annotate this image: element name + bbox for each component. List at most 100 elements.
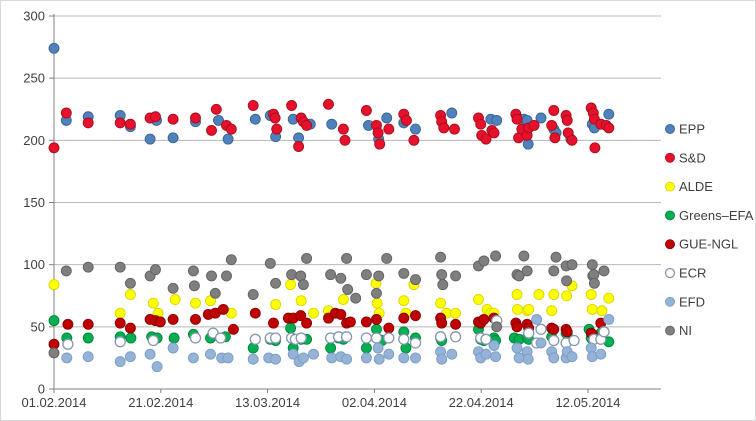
legend-item-s-d: S&D [665, 150, 706, 165]
data-point [301, 119, 313, 131]
data-point [114, 336, 126, 348]
data-point [206, 270, 217, 282]
data-point [535, 337, 547, 349]
data-point [535, 323, 547, 335]
data-point [269, 332, 282, 344]
data-point [603, 122, 615, 134]
x-tick-label: 02.04.2014 [342, 395, 407, 410]
data-point [436, 353, 448, 365]
data-point [147, 297, 159, 309]
data-point [561, 114, 573, 126]
data-point [436, 269, 448, 281]
data-point [167, 342, 179, 354]
data-point [398, 295, 410, 307]
x-tick-label: 22.04.2014 [449, 395, 514, 410]
legend-item-alde: ALDE [665, 179, 713, 194]
data-point [398, 312, 410, 324]
legend-label: EPP [679, 122, 705, 137]
data-point [206, 124, 217, 136]
data-point [154, 316, 166, 328]
data-point [408, 134, 420, 146]
series-efd [61, 313, 615, 373]
data-point [62, 318, 74, 330]
data-point [308, 348, 319, 360]
data-point [491, 114, 503, 126]
data-point [124, 322, 136, 334]
x-axis-tick-labels: 01.02.2014 21.02.2014 13.03.2014 02.04.2014… [21, 389, 621, 410]
x-tick-label: 21.02.2014 [128, 395, 193, 410]
data-point [247, 289, 259, 300]
x-tick-label: 01.02.2014 [21, 395, 86, 410]
data-point [190, 297, 201, 309]
data-point [435, 251, 447, 263]
y-tick-label: 0 [38, 382, 45, 397]
data-point [114, 261, 126, 273]
data-point [335, 308, 347, 320]
data-point [249, 113, 261, 125]
data-point [561, 290, 573, 302]
data-point [383, 348, 395, 360]
data-point [335, 272, 347, 284]
data-point [410, 352, 421, 364]
data-point [82, 318, 94, 330]
series-ni [48, 250, 610, 359]
data-point [214, 332, 227, 344]
legend-label: ALDE [679, 179, 713, 194]
data-point [490, 351, 502, 363]
data-point [270, 277, 282, 289]
data-point [398, 352, 410, 364]
data-point [435, 297, 447, 309]
data-point [488, 127, 500, 139]
data-point [189, 332, 202, 344]
data-point [480, 333, 492, 345]
series-gue-ngl [48, 303, 607, 350]
data-point [213, 114, 224, 126]
data-point [144, 133, 156, 145]
legend-marker-icon [665, 181, 675, 192]
data-point [60, 265, 72, 277]
data-point [210, 103, 222, 115]
data-point [169, 294, 181, 305]
data-point [247, 100, 259, 111]
y-axis-tick-labels: 0 50 100 150 200 250 300 [23, 9, 45, 397]
data-point [372, 342, 384, 354]
data-point [548, 105, 560, 116]
data-point [114, 356, 126, 368]
data-point [286, 100, 298, 111]
data-point [511, 289, 523, 300]
data-point [586, 303, 598, 315]
data-point [436, 317, 448, 329]
data-point [531, 313, 543, 325]
data-point [475, 118, 487, 130]
data-point [473, 294, 484, 305]
data-point [381, 252, 393, 264]
data-point [374, 138, 386, 150]
data-point [325, 269, 337, 281]
data-point [341, 353, 353, 365]
data-point [410, 123, 421, 135]
data-point [48, 279, 60, 291]
data-point [586, 259, 598, 271]
data-point [549, 132, 561, 144]
data-point [167, 132, 179, 144]
data-point [271, 123, 283, 135]
data-point [249, 307, 261, 319]
data-point [360, 342, 372, 354]
data-point [249, 333, 261, 345]
data-point [511, 113, 523, 125]
data-point [373, 353, 385, 365]
legend-marker-icon [665, 210, 675, 221]
data-point [225, 254, 237, 266]
data-point [187, 265, 199, 277]
data-point [373, 270, 385, 282]
legend-marker-icon [665, 296, 675, 307]
data-point [150, 264, 161, 276]
data-point [360, 316, 372, 328]
legend-label: Greens–EFA [679, 208, 754, 223]
data-point [568, 334, 580, 347]
data-point [491, 321, 503, 333]
data-point [603, 313, 615, 325]
data-point [295, 332, 307, 344]
legend-label: ECR [679, 266, 706, 281]
